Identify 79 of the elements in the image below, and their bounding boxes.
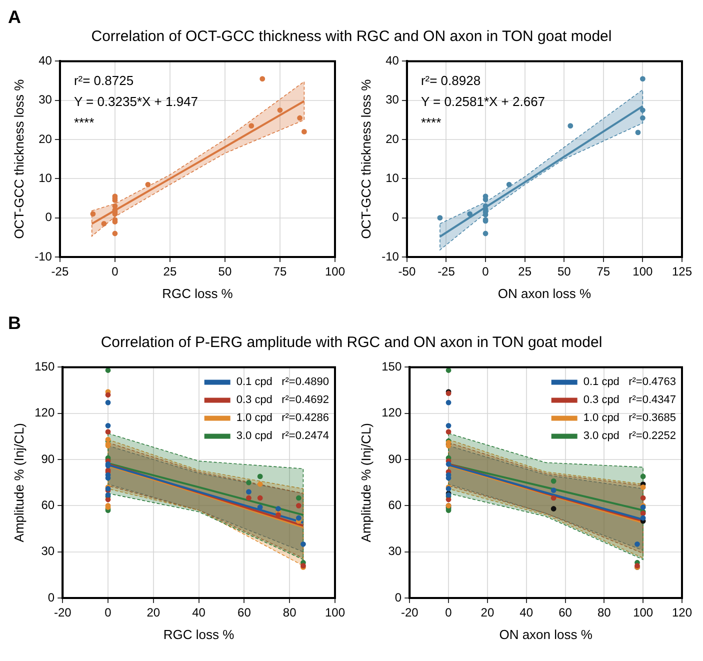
x-tick-label: 50: [218, 264, 232, 279]
annotation: r²= 0.8725: [74, 72, 134, 88]
x-tick-label: 100: [632, 264, 654, 279]
x-tick-label: -20: [400, 606, 419, 620]
y-tick-label: 30: [41, 544, 55, 558]
x-tick-label: -50: [398, 264, 416, 279]
x-tick-label: 20: [480, 606, 494, 620]
y-tick-label: 30: [388, 544, 402, 558]
x-tick-label: 120: [672, 606, 692, 620]
x-axis-title: RGC loss %: [162, 286, 234, 301]
y-tick-label: 90: [41, 452, 55, 466]
legend-label: 3.0 cpd r²=0.2474: [236, 430, 329, 442]
y-tick-label: 150: [382, 360, 402, 374]
x-tick-label: 25: [163, 264, 177, 279]
legend-label: 1.0 cpd r²=0.4286: [236, 412, 329, 424]
y-tick-label: 150: [34, 360, 55, 374]
y-tick-label: 120: [34, 406, 55, 420]
x-tick-label: 80: [282, 606, 297, 620]
y-tick-label: 0: [45, 210, 52, 224]
legend-label: 0.1 cpd r²=0.4763: [583, 376, 676, 388]
text: A: [8, 7, 22, 27]
legend-label: 0.1 cpd r²=0.4890: [236, 376, 329, 388]
annotation: ****: [420, 114, 442, 130]
y-axis-title: OCT-GCC thickness loss %: [358, 78, 374, 239]
x-tick-label: 80: [597, 606, 612, 620]
annotation: Y = 0.2581*X + 2.667: [420, 94, 546, 109]
y-tick-label: 90: [388, 452, 402, 466]
x-axis-title: ON axon loss %: [498, 286, 592, 301]
y-tick-label: 40: [38, 54, 52, 68]
x-tick-label: 40: [192, 606, 206, 620]
x-axis-title: ON axon loss %: [499, 626, 593, 642]
x-tick-label: 75: [273, 264, 287, 279]
x-tick-label: 125: [672, 264, 692, 279]
x-tick-label: 100: [633, 606, 654, 620]
x-tick-label: 100: [324, 264, 346, 279]
x-axis-title: RGC loss %: [163, 626, 235, 642]
chart-title: Correlation of P-ERG amplitude with RGC and ON axon in TON goat model: [100, 334, 604, 351]
x-tick-label: 0: [112, 264, 119, 279]
y-tick-label: 60: [388, 498, 402, 512]
y-axis-title: OCT-GCC thickness loss %: [11, 78, 26, 239]
legend-label: 0.3 cpd r²=0.4347: [583, 394, 676, 406]
y-tick-label: 20: [386, 132, 400, 146]
y-tick-label: 30: [38, 92, 52, 107]
annotation: ****: [74, 114, 94, 130]
y-axis-title: Amplitude % (Inj/CL): [11, 422, 26, 542]
x-tick-label: 100: [324, 606, 346, 620]
y-tick-label: 20: [38, 132, 52, 146]
x-tick-label: 0: [482, 264, 490, 279]
y-tick-label: 0: [392, 210, 400, 224]
y-tick-label: 60: [41, 498, 55, 512]
y-axis-title: Amplitude % (Inj/CL): [358, 422, 374, 542]
y-tick-label: -10: [382, 249, 400, 264]
x-tick-label: 60: [558, 606, 572, 620]
legend-label: 3.0 cpd r²=0.2252: [583, 430, 676, 442]
x-tick-label: 40: [520, 606, 534, 620]
y-tick-label: 0: [394, 590, 402, 604]
y-tick-label: 10: [386, 170, 400, 185]
x-tick-label: -20: [54, 606, 72, 620]
x-tick-label: 75: [596, 264, 610, 279]
y-tick-label: 0: [48, 590, 55, 604]
annotation: r²= 0.8928: [420, 72, 481, 88]
y-tick-label: 40: [386, 54, 400, 68]
legend-label: 1.0 cpd r²=0.3685: [583, 412, 676, 424]
legend-label: 0.3 cpd r²=0.4692: [236, 394, 329, 406]
annotation: Y = 0.3235*X + 1.947: [74, 94, 198, 109]
x-tick-label: 0: [104, 606, 112, 620]
x-tick-label: -25: [51, 264, 69, 279]
x-tick-label: 25: [518, 264, 532, 279]
x-tick-label: 0: [445, 606, 452, 620]
x-tick-label: 20: [146, 606, 160, 620]
x-tick-label: 60: [238, 606, 252, 620]
y-tick-label: 120: [382, 406, 402, 420]
y-tick-label: 10: [38, 170, 52, 185]
y-tick-label: -10: [34, 249, 52, 264]
x-tick-label: -25: [438, 264, 456, 279]
y-tick-label: 30: [386, 92, 400, 107]
text: B: [8, 313, 22, 333]
chart-title: Correlation of OCT-GCC thickness with RGC and ON axon in TON goat model: [90, 28, 613, 45]
x-tick-label: 50: [557, 264, 572, 279]
